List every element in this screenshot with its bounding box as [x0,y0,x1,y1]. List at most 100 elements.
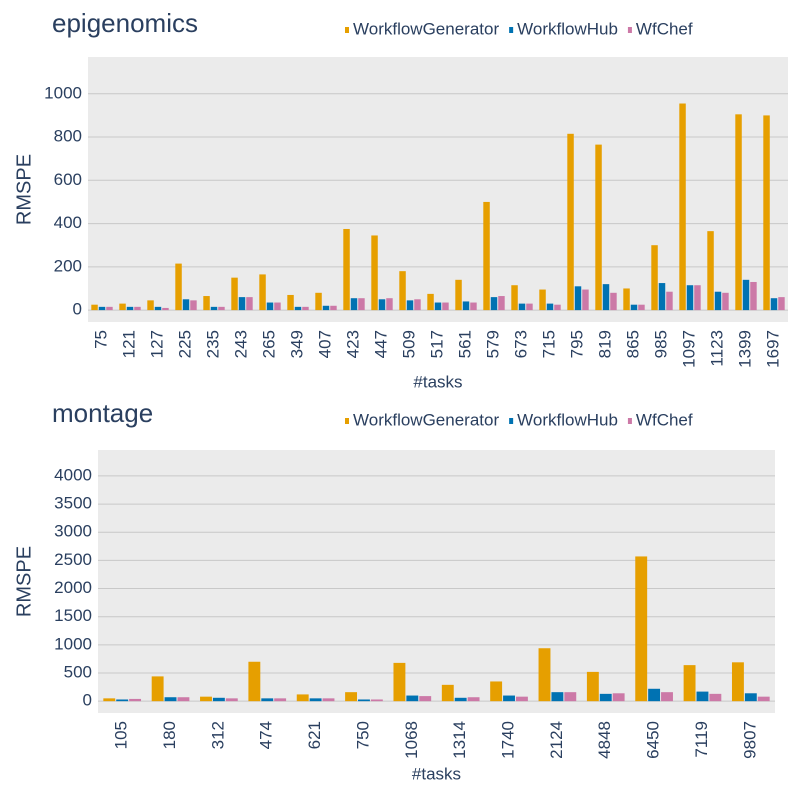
y-tick-label: 3000 [54,522,92,541]
bar [261,698,274,702]
bar [546,303,554,311]
bar [666,291,673,311]
x-tick-label: 579 [483,330,502,358]
bar [129,698,142,702]
chart-title: montage [52,398,153,428]
x-axis-title: #tasks [412,764,461,783]
x-tick-label: 127 [147,330,166,358]
bar [358,298,365,311]
y-tick-label: 800 [54,127,82,146]
x-tick-label: 75 [91,330,110,349]
bar [638,304,645,311]
x-tick-label: 1399 [735,330,754,368]
bar [658,283,666,311]
x-tick-label: 715 [539,330,558,358]
bar [212,697,225,702]
bar [483,201,490,311]
bar [599,693,612,702]
bar [164,697,177,702]
bar [441,684,454,702]
x-tick-label: 474 [257,721,276,749]
bar [345,692,358,702]
bar [147,300,154,311]
x-tick-label: 7119 [692,721,711,758]
y-tick-label: 600 [54,170,82,189]
legend-swatch [509,418,514,424]
bar [274,698,287,702]
bar [694,285,701,311]
bar [454,697,467,702]
legend-swatch [345,418,349,424]
y-axis-title: RMSPE [13,154,35,225]
bar [539,289,546,311]
y-tick-label: 3500 [54,494,92,513]
bar [231,277,238,311]
bar [210,306,218,311]
bar [564,692,577,702]
bar [526,303,533,311]
x-tick-label: 2124 [547,721,566,759]
x-tick-label: 1097 [679,330,698,368]
bar [551,692,564,702]
bar [126,306,134,311]
y-axis-title: RMSPE [13,546,35,617]
bar [182,299,190,311]
bar [315,292,322,311]
bar [503,695,515,702]
bar [151,676,164,702]
bar [91,304,98,311]
bar [175,263,182,311]
legend-label: WorkflowGenerator [353,19,499,38]
legend-label: WorkflowHub [517,19,618,38]
x-axis-title: #tasks [413,372,462,391]
bar [218,306,225,311]
y-tick-label: 2000 [54,578,92,597]
legend-label: WfChef [636,19,693,38]
bar [567,133,574,311]
x-tick-label: 423 [343,330,362,358]
bar [358,699,370,702]
y-tick-label: 0 [83,691,92,710]
bar [490,297,498,311]
bar [246,297,253,311]
bar [399,271,406,311]
plot-background [88,57,788,322]
legend-swatch [627,418,632,424]
bar [731,662,744,702]
x-tick-label: 235 [203,330,222,358]
bar [470,302,477,311]
bar [406,300,414,311]
bar [203,296,210,311]
x-tick-label: 673 [511,330,530,358]
y-tick-label: 200 [54,256,82,275]
x-tick-label: 819 [595,330,614,358]
x-tick-label: 312 [208,721,227,749]
bar [119,303,126,311]
x-tick-label: 105 [112,721,131,749]
bar [434,302,442,311]
x-tick-label: 985 [651,330,670,358]
x-tick-label: 795 [567,330,586,358]
bar [294,306,302,311]
bar [259,274,266,311]
bar [442,302,449,311]
bar [378,299,386,311]
bar [582,289,589,311]
bar [686,285,694,311]
x-tick-label: 121 [119,330,138,358]
bar [200,696,212,702]
bar [709,693,722,702]
bar [406,695,419,702]
bar [518,303,526,311]
x-tick-label: 865 [623,330,642,358]
bar [322,698,335,702]
x-tick-label: 243 [231,330,250,358]
bar [343,228,350,311]
chart-title: epigenomics [52,8,198,38]
bar [757,696,770,702]
legend-label: WorkflowGenerator [353,410,499,429]
bar [778,297,785,311]
bar [498,296,505,311]
